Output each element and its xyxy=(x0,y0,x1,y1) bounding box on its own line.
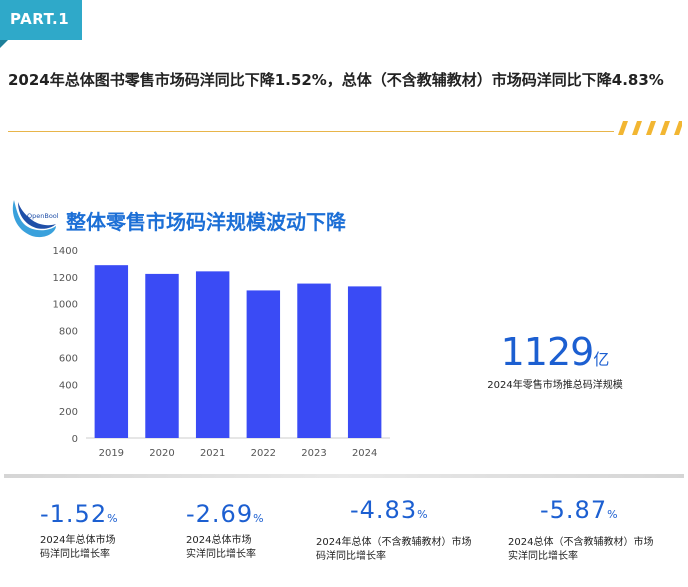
x-tick-label: 2024 xyxy=(352,448,377,459)
kpi-total-real-growth: -2.69% 2024总体市场 实洋同比增长率 xyxy=(186,500,264,562)
kpi-label: 2024年总体市场 码洋同比增长率 xyxy=(40,535,116,560)
kpi-non-textbook-real-growth: -5.87% 2024总体（不含教辅教材）市场 实洋同比增长率 xyxy=(508,496,653,564)
highlight-value: 1129 xyxy=(500,330,595,374)
kpi-label: 2024总体市场 实洋同比增长率 xyxy=(186,535,256,560)
kpi-label: 2024年总体（不含教辅教材）市场 码洋同比增长率 xyxy=(316,537,472,562)
y-tick-label: 800 xyxy=(59,327,78,338)
x-tick-label: 2021 xyxy=(200,448,225,459)
decorative-stripes xyxy=(618,121,682,135)
bar-2020 xyxy=(145,273,179,438)
kpi-unit: % xyxy=(607,508,618,521)
kpi-value: -4.83 xyxy=(350,496,418,524)
kpi-label: 2024总体（不含教辅教材）市场 实洋同比增长率 xyxy=(508,537,654,562)
bar-2022 xyxy=(246,290,281,438)
y-tick-label: 1200 xyxy=(53,273,78,284)
kpi-unit: % xyxy=(253,512,264,525)
highlight-unit: 亿 xyxy=(593,350,610,369)
y-tick-label: 600 xyxy=(59,353,78,364)
bar-2023 xyxy=(297,283,331,438)
bar-2019 xyxy=(94,265,129,438)
x-tick-label: 2020 xyxy=(149,448,174,459)
part-badge-label: PART.1 xyxy=(10,10,70,28)
y-tick-label: 1000 xyxy=(53,300,78,311)
section-divider xyxy=(4,474,684,478)
kpi-unit: % xyxy=(417,508,428,521)
x-tick-label: 2022 xyxy=(251,448,276,459)
y-tick-label: 0 xyxy=(72,434,78,445)
x-tick-label: 2019 xyxy=(99,448,124,459)
section-title: 整体零售市场码洋规模波动下降 xyxy=(66,210,346,234)
retail-sales-bar-chart: 0 200 400 600 800 1000 1200 1400 2019 2020 2021 202… xyxy=(53,246,390,459)
bar-2021 xyxy=(195,271,230,438)
part-badge: PART.1 xyxy=(0,0,82,48)
kpi-value: -2.69 xyxy=(186,500,254,528)
highlight-stat: 1129亿 2024年零售市场推总码洋规模 xyxy=(440,330,670,391)
x-tick-label: 2023 xyxy=(301,448,326,459)
bar-2024 xyxy=(347,286,382,438)
kpi-non-textbook-code-growth: -4.83% 2024年总体（不含教辅教材）市场 码洋同比增长率 xyxy=(316,496,471,564)
headline: 2024年总体图书零售市场码洋同比下降1.52%，总体（不含教辅教材）市场码洋同… xyxy=(8,71,664,89)
highlight-caption: 2024年零售市场推总码洋规模 xyxy=(487,380,623,391)
y-tick-label: 400 xyxy=(59,380,78,391)
headline-rule xyxy=(8,131,614,132)
openbook-logo-icon: OpenBook xyxy=(12,200,58,238)
kpi-unit: % xyxy=(107,512,118,525)
y-tick-label: 1400 xyxy=(53,246,78,257)
logo-text: OpenBook xyxy=(27,212,58,220)
y-tick-label: 200 xyxy=(59,407,78,418)
kpi-value: -1.52 xyxy=(40,500,108,528)
badge-fold xyxy=(0,40,8,48)
kpi-value: -5.87 xyxy=(540,496,608,524)
kpi-total-code-growth: -1.52% 2024年总体市场 码洋同比增长率 xyxy=(40,500,118,562)
